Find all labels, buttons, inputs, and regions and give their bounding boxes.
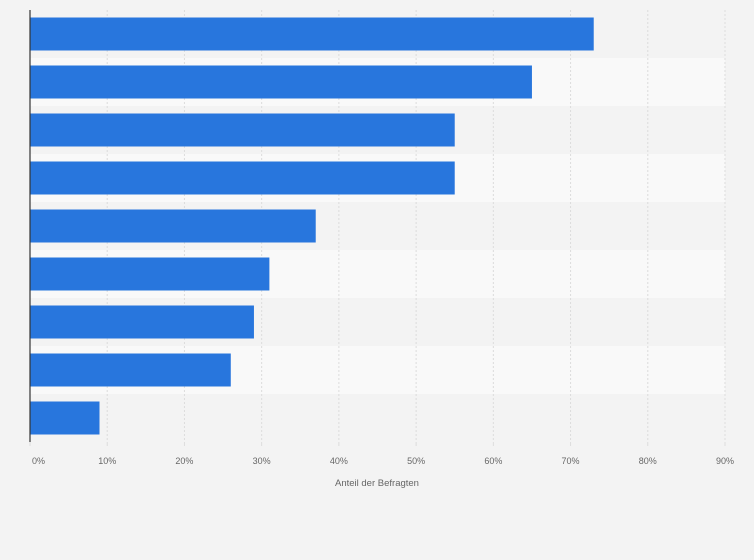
bar <box>30 257 270 291</box>
bar <box>30 65 532 99</box>
x-axis-title: Anteil der Befragten <box>335 478 419 489</box>
bar <box>30 161 455 195</box>
bar <box>30 401 100 435</box>
bar <box>30 305 254 339</box>
x-tick-label: 90% <box>716 456 734 466</box>
x-tick-label: 10% <box>98 456 116 466</box>
x-tick-label: 20% <box>175 456 193 466</box>
x-tick-label: 0% <box>32 456 45 466</box>
bars <box>30 17 594 435</box>
x-axis-ticks: 0% 10% 20% 30% 40% 50% 60% 70% 80% 90% <box>29 442 734 466</box>
x-tick-label: 50% <box>407 456 425 466</box>
bar <box>30 17 594 51</box>
x-tick-label: 60% <box>484 456 502 466</box>
x-tick-label: 30% <box>253 456 271 466</box>
x-tick-label: 70% <box>562 456 580 466</box>
x-tick-label: 80% <box>639 456 657 466</box>
row-band <box>30 394 725 442</box>
bar <box>30 353 231 387</box>
x-tick-label: 40% <box>330 456 348 466</box>
bar <box>30 113 455 147</box>
bar <box>30 209 316 243</box>
